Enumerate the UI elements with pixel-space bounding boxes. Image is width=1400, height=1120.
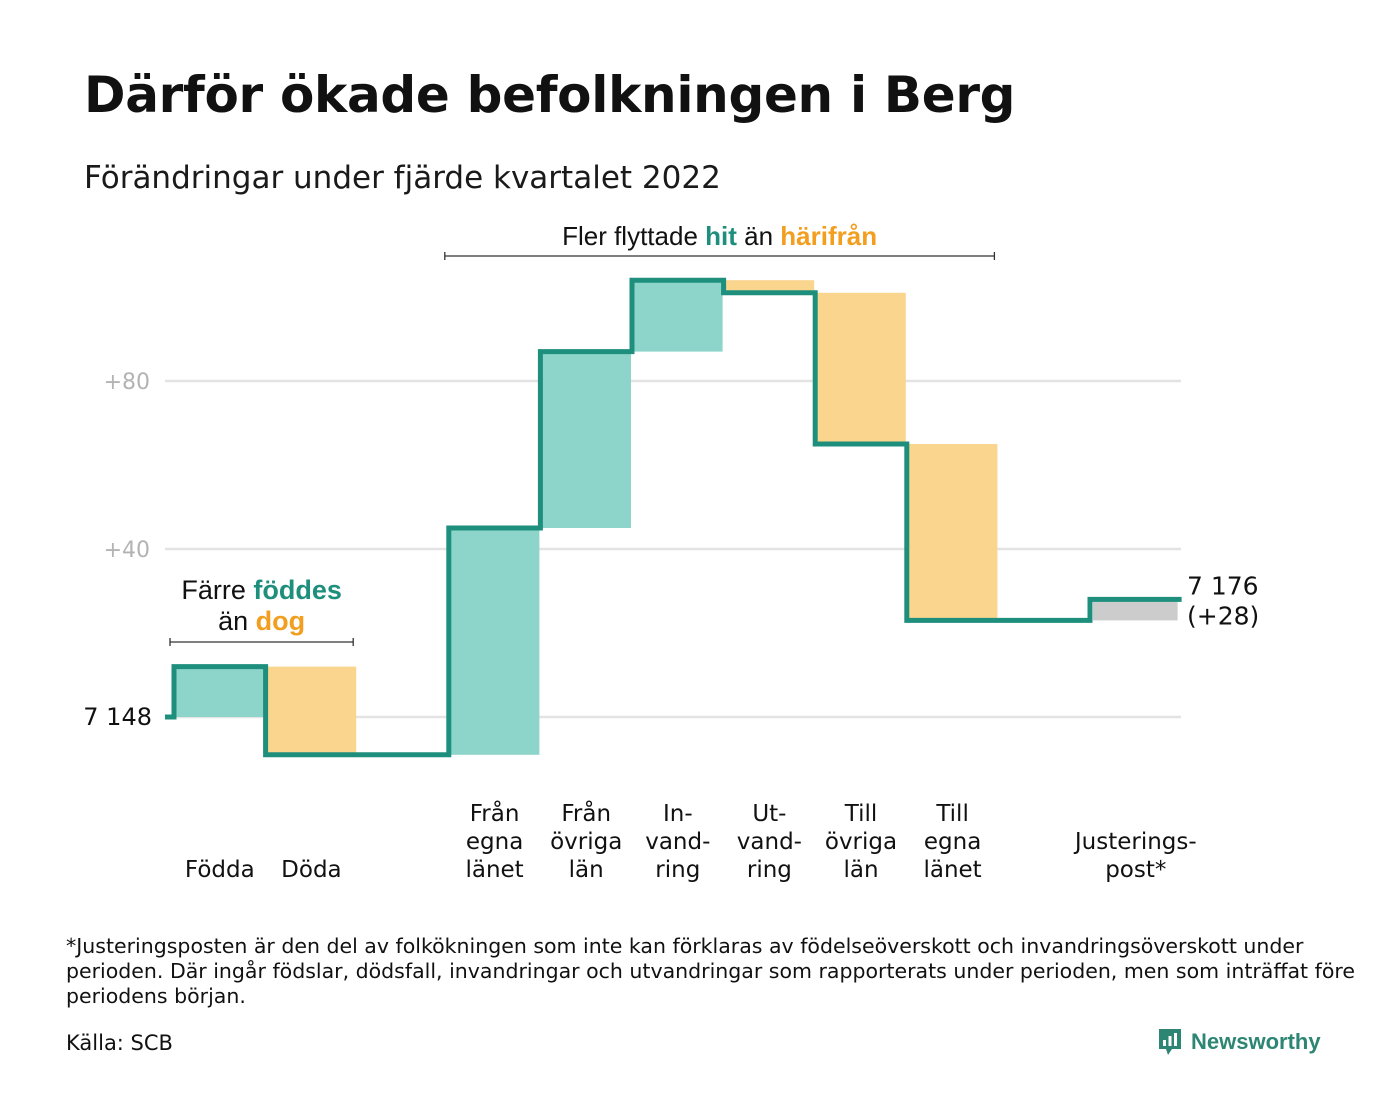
y-tick-label: +80 — [104, 370, 150, 395]
category-label: In- — [663, 801, 693, 827]
annotation-text: Färre föddes — [181, 575, 342, 605]
annotation-plain-segment: än — [737, 221, 780, 251]
category-label: länet — [923, 857, 981, 883]
chart-title: Därför ökade befolkningen i Berg — [84, 66, 1016, 124]
chart-bars-icon — [1159, 1029, 1181, 1055]
end-value-label: 7 176 — [1187, 571, 1259, 600]
waterfall-bar — [448, 528, 540, 755]
category-label: län — [569, 857, 604, 883]
category-label: ring — [655, 857, 700, 883]
chart-subtitle: Förändringar under fjärde kvartalet 2022 — [84, 160, 721, 196]
category-label: Födda — [185, 857, 255, 883]
waterfall-bar — [265, 666, 357, 755]
category-label: länet — [465, 857, 523, 883]
category-label: Döda — [281, 857, 341, 883]
annotation-teal-segment: hit — [705, 221, 737, 251]
annotation-teal-segment: föddes — [253, 575, 342, 605]
annotation-text: Fler flyttade hit än härifrån — [562, 221, 877, 251]
category-label: Till — [844, 801, 878, 827]
waterfall-bar — [1093, 599, 1178, 621]
category-label: egna — [924, 829, 981, 855]
category-label: län — [843, 857, 878, 883]
y-tick-label: +40 — [104, 538, 150, 563]
category-label: Justerings- — [1073, 829, 1197, 855]
category-label: egna — [466, 829, 523, 855]
annotation-text: än dog — [218, 606, 305, 636]
end-change-label: (+28) — [1187, 601, 1259, 630]
category-label: Från — [561, 799, 611, 827]
waterfall-bar — [174, 666, 265, 717]
source-label: Källa: SCB — [66, 1031, 173, 1055]
category-label: post* — [1105, 857, 1166, 883]
brand-logo: Newsworthy — [1157, 1027, 1321, 1057]
waterfall-bar — [632, 280, 723, 352]
annotation-orange-segment: dog — [256, 606, 305, 636]
waterfall-bar — [906, 444, 998, 621]
category-label: övriga — [825, 829, 897, 855]
annotation-plain-segment: Fler flyttade — [562, 221, 705, 251]
waterfall-bar — [723, 280, 815, 293]
start-value-label: 7 148 — [83, 703, 152, 731]
category-label: Från — [470, 799, 520, 827]
brand-name: Newsworthy — [1191, 1029, 1321, 1054]
footnote: *Justeringsposten är den del av folkökni… — [66, 934, 1355, 1008]
waterfall-bar — [815, 292, 906, 444]
annotation-plain-segment: än — [218, 606, 256, 636]
annotation-plain-segment: Färre — [181, 575, 253, 605]
running-total-line — [165, 277, 1182, 758]
annotation-orange-segment: härifrån — [780, 221, 877, 251]
category-label: Till — [935, 801, 969, 827]
category-label: vand- — [645, 829, 710, 855]
category-label: ring — [747, 857, 792, 883]
category-label: Ut- — [752, 801, 786, 827]
category-label: övriga — [550, 829, 622, 855]
waterfall-bar — [540, 351, 631, 528]
category-label: vand- — [737, 829, 802, 855]
